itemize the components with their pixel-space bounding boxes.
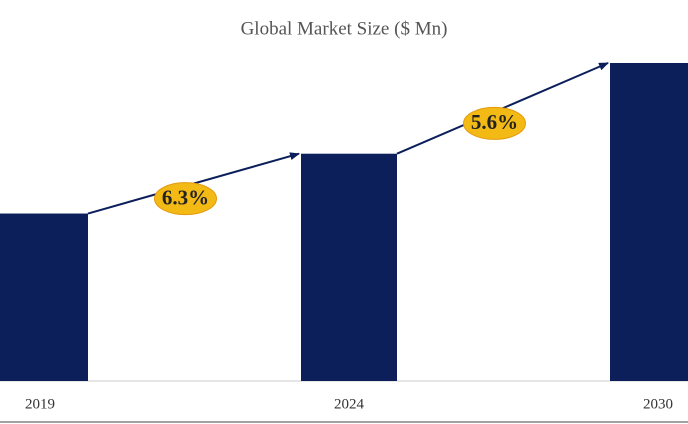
growth-badge [154, 182, 217, 216]
x-tick-label: 2019 [25, 396, 55, 412]
bar [301, 153, 397, 381]
x-tick-label: 2030 [643, 396, 673, 412]
growth-label: 5.6% [471, 110, 518, 134]
chart-title: Global Market Size ($ Mn) [241, 18, 448, 39]
x-tick-label: 2024 [334, 396, 365, 412]
bar [0, 213, 88, 381]
growth-label: 6.3% [162, 185, 209, 209]
growth-badge [463, 106, 526, 140]
bar [610, 62, 688, 381]
